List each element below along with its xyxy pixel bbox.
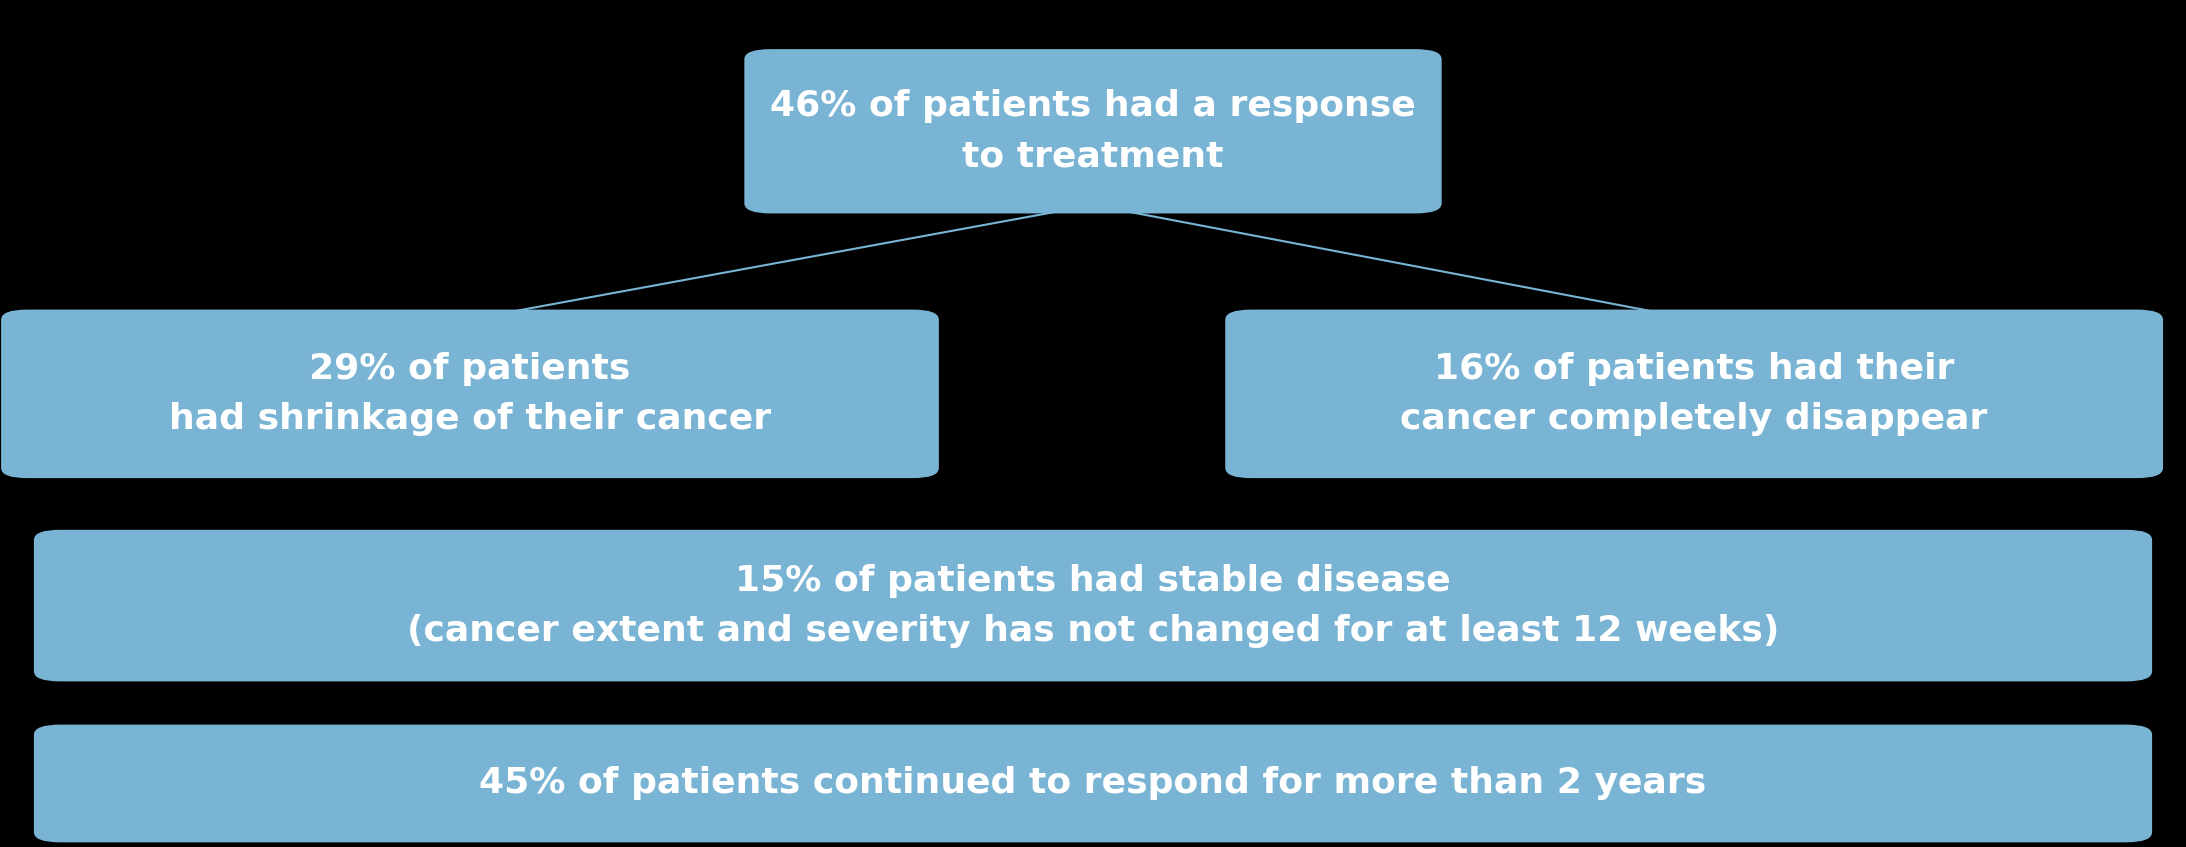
Text: 16% of patients had their
cancer completely disappear: 16% of patients had their cancer complet… [1401, 352, 1987, 436]
Text: 15% of patients had stable disease
(cancer extent and severity has not changed f: 15% of patients had stable disease (canc… [407, 563, 1779, 648]
FancyBboxPatch shape [1224, 309, 2164, 478]
FancyBboxPatch shape [35, 530, 2153, 681]
FancyBboxPatch shape [35, 724, 2153, 842]
Text: 29% of patients
had shrinkage of their cancer: 29% of patients had shrinkage of their c… [168, 352, 772, 436]
FancyBboxPatch shape [0, 309, 940, 478]
Text: 45% of patients continued to respond for more than 2 years: 45% of patients continued to respond for… [479, 767, 1707, 800]
Text: 46% of patients had a response
to treatment: 46% of patients had a response to treatm… [769, 89, 1417, 174]
FancyBboxPatch shape [745, 49, 1443, 213]
